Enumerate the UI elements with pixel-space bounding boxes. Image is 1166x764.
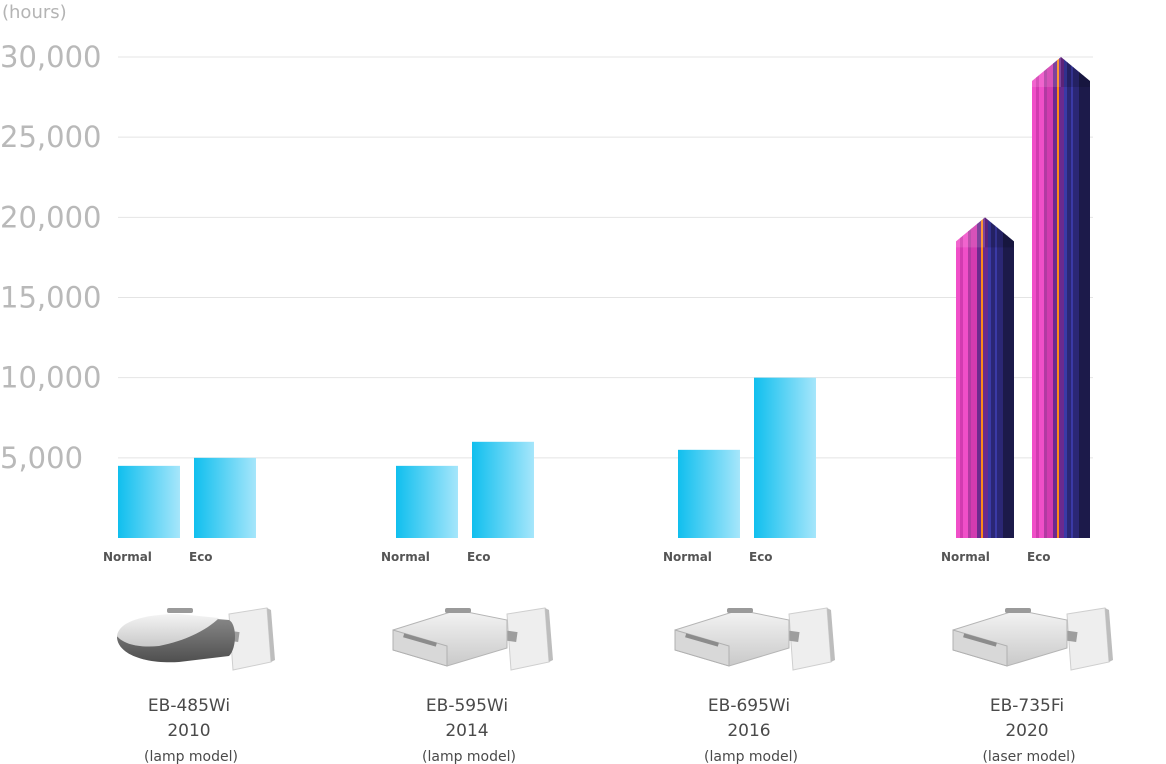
y-tick-label: 5,000: [0, 441, 83, 475]
projector-icon: [392, 607, 553, 671]
y-tick-label: 30,000: [0, 40, 101, 74]
series-label-normal: Normal: [941, 550, 990, 564]
projector-icon: [674, 607, 835, 671]
bar-eco-EB-695Wi: [754, 377, 816, 538]
model-name: EB-695Wi: [708, 696, 790, 716]
model-type: (lamp model): [704, 749, 798, 764]
bar-eco-EB-735Fi: [1032, 57, 1090, 538]
series-label-normal: Normal: [381, 550, 430, 564]
model-year: 2010: [167, 721, 210, 741]
model-year: 2020: [1005, 721, 1048, 741]
bar-normal-EB-595Wi: [396, 465, 458, 538]
y-tick-label: 10,000: [0, 361, 101, 395]
series-label-eco: Eco: [467, 550, 491, 564]
y-tick-label: 15,000: [0, 281, 101, 315]
bar-normal-EB-735Fi: [956, 217, 1014, 539]
model-type: (lamp model): [144, 749, 238, 764]
series-label-eco: Eco: [189, 550, 213, 564]
bars: [118, 57, 1090, 539]
model-type: (laser model): [982, 749, 1075, 764]
series-label-normal: Normal: [103, 550, 152, 564]
bar-normal-EB-485Wi: [118, 465, 180, 538]
model-name: EB-485Wi: [148, 696, 230, 716]
y-tick-label: 25,000: [0, 120, 101, 154]
model-year: 2014: [445, 721, 488, 741]
model-name: EB-735Fi: [990, 696, 1064, 716]
bar-normal-EB-695Wi: [678, 449, 740, 538]
y-axis-unit-label: (hours): [2, 2, 67, 23]
group-labels: Normal Eco EB-485Wi 2010 (lamp model) Normal E…: [103, 550, 1113, 764]
series-label-eco: Eco: [749, 550, 773, 564]
y-gridlines: 5,000 10,000 15,000 20,000 25,000 30,000: [0, 40, 1093, 475]
model-type: (lamp model): [422, 749, 516, 764]
model-year: 2016: [727, 721, 770, 741]
bar-eco-EB-485Wi: [194, 457, 256, 538]
series-label-eco: Eco: [1027, 550, 1051, 564]
model-name: EB-595Wi: [426, 696, 508, 716]
series-label-normal: Normal: [663, 550, 712, 564]
projector-icon: [952, 607, 1113, 671]
y-tick-label: 20,000: [0, 200, 101, 234]
projector-icon: [117, 607, 275, 671]
bar-eco-EB-595Wi: [472, 441, 534, 538]
